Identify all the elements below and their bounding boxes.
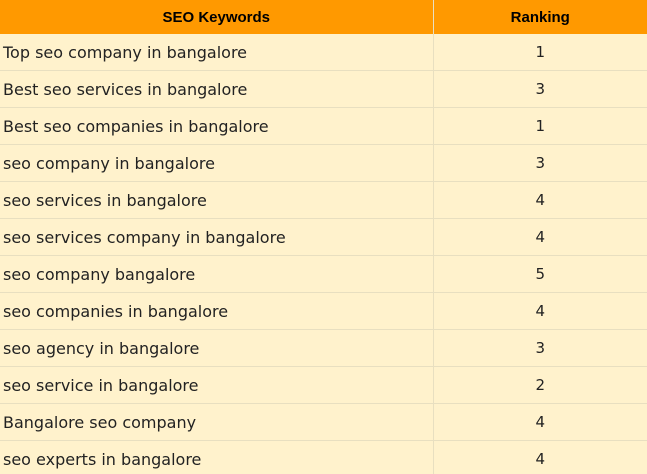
- ranking-cell: 2: [433, 366, 647, 404]
- table-row: seo company bangalore 5: [0, 255, 647, 293]
- table-row: seo companies in bangalore 4: [0, 292, 647, 330]
- keyword-cell: seo companies in bangalore: [0, 292, 434, 330]
- table-row: seo agency in bangalore 3: [0, 329, 647, 367]
- ranking-cell: 4: [433, 218, 647, 256]
- table-row: Best seo services in bangalore 3: [0, 70, 647, 108]
- ranking-cell: 1: [433, 107, 647, 145]
- keyword-cell: seo company bangalore: [0, 255, 434, 293]
- header-seo-keywords: SEO Keywords: [0, 0, 434, 34]
- ranking-cell: 4: [433, 181, 647, 219]
- table-row: Top seo company in bangalore 1: [0, 34, 647, 71]
- keyword-cell: seo experts in bangalore: [0, 440, 434, 474]
- ranking-cell: 3: [433, 144, 647, 182]
- ranking-cell: 4: [433, 440, 647, 474]
- table-row: seo services in bangalore 4: [0, 181, 647, 219]
- table-row: seo experts in bangalore 4: [0, 440, 647, 474]
- table-row: Bangalore seo company 4: [0, 403, 647, 441]
- ranking-cell: 4: [433, 403, 647, 441]
- ranking-cell: 3: [433, 70, 647, 108]
- ranking-cell: 4: [433, 292, 647, 330]
- table-row: seo services company in bangalore 4: [0, 218, 647, 256]
- ranking-cell: 3: [433, 329, 647, 367]
- keyword-cell: Top seo company in bangalore: [0, 34, 434, 71]
- ranking-cell: 1: [433, 34, 647, 71]
- keyword-cell: seo services company in bangalore: [0, 218, 434, 256]
- keyword-cell: seo company in bangalore: [0, 144, 434, 182]
- table-header-row: SEO Keywords Ranking: [0, 0, 647, 34]
- keyword-cell: seo services in bangalore: [0, 181, 434, 219]
- keyword-cell: Bangalore seo company: [0, 403, 434, 441]
- table-row: seo company in bangalore 3: [0, 144, 647, 182]
- keyword-cell: Best seo companies in bangalore: [0, 107, 434, 145]
- table-row: seo service in bangalore 2: [0, 366, 647, 404]
- keyword-cell: Best seo services in bangalore: [0, 70, 434, 108]
- ranking-cell: 5: [433, 255, 647, 293]
- table-row: Best seo companies in bangalore 1: [0, 107, 647, 145]
- keyword-cell: seo agency in bangalore: [0, 329, 434, 367]
- keyword-cell: seo service in bangalore: [0, 366, 434, 404]
- header-ranking: Ranking: [433, 0, 647, 34]
